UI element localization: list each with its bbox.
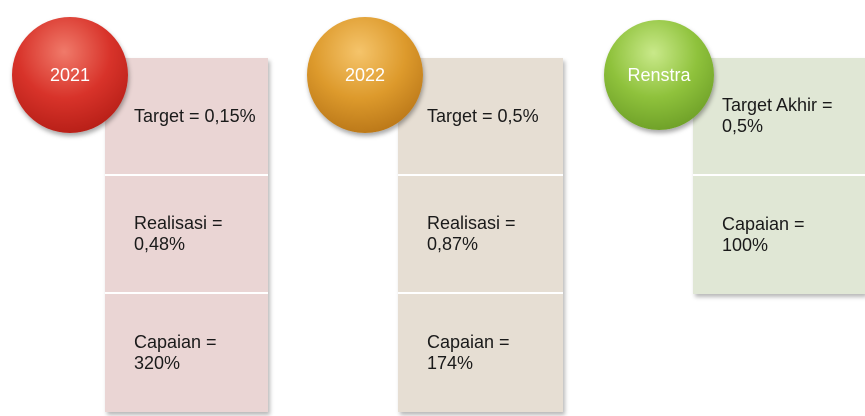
cell-text: Realisasi = 0,87% [427,213,516,254]
cell-text: Target Akhir = 0,5% [722,95,833,136]
circle-label: Renstra [627,64,691,85]
panel: Target = 0,5% Realisasi = 0,87% Capaian = … [398,58,563,412]
cell: Realisasi = 0,48% [105,176,268,294]
cell-text: Capaian = 320% [134,332,217,373]
cell-text: Target = 0,5% [427,105,539,126]
cell-text: Target = 0,15% [134,105,256,126]
cell: Target Akhir = 0,5% [693,58,865,176]
panel: Target Akhir = 0,5% Capaian = 100% [693,58,865,294]
cell: Capaian = 100% [693,176,865,294]
circle: Renstra [604,20,714,130]
cell-text: Capaian = 100% [722,214,805,255]
cell-text: Realisasi = 0,48% [134,213,223,254]
circle-label: 2021 [49,64,91,85]
cell: Target = 0,5% [398,58,563,176]
circle: 2022 [307,17,423,133]
panel: Target = 0,15% Realisasi = 0,48% Capaian =… [105,58,268,412]
cell: Capaian = 174% [398,294,563,412]
cell: Capaian = 320% [105,294,268,412]
cell: Target = 0,15% [105,58,268,176]
cell: Realisasi = 0,87% [398,176,563,294]
circle-label: 2022 [344,64,386,85]
circle: 2021 [12,17,128,133]
cell-text: Capaian = 174% [427,332,510,373]
